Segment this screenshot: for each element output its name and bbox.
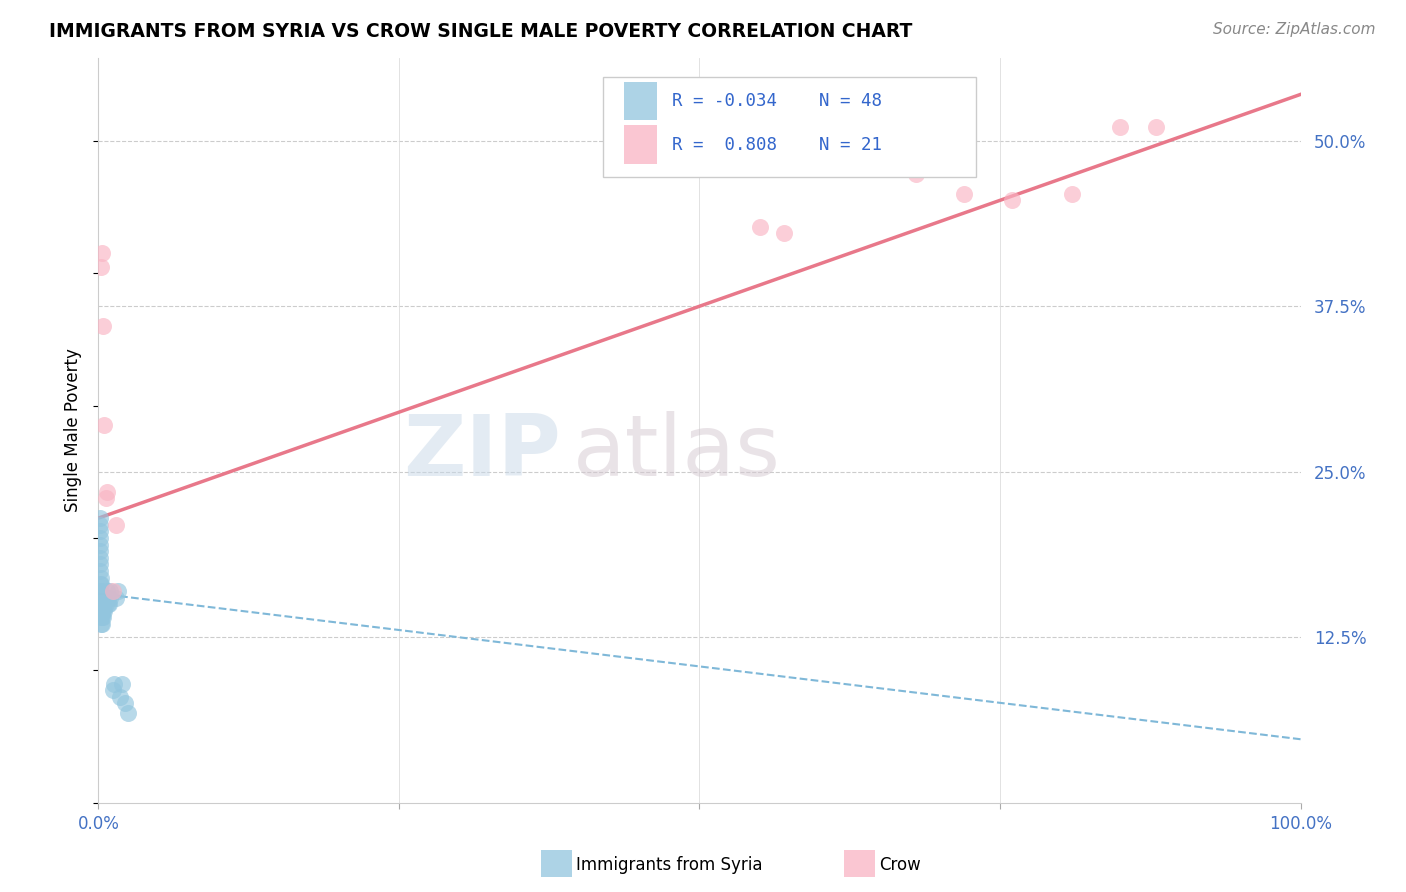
Point	[89, 524, 111, 539]
Point	[785, 120, 807, 135]
Point	[111, 676, 134, 690]
Point	[100, 591, 122, 605]
FancyBboxPatch shape	[624, 82, 658, 120]
Point	[761, 120, 783, 135]
Point	[1001, 194, 1024, 208]
Text: Immigrants from Syria: Immigrants from Syria	[576, 856, 763, 874]
Point	[1109, 120, 1132, 135]
Point	[96, 484, 118, 499]
Text: IMMIGRANTS FROM SYRIA VS CROW SINGLE MALE POVERTY CORRELATION CHART: IMMIGRANTS FROM SYRIA VS CROW SINGLE MAL…	[49, 22, 912, 41]
Point	[91, 597, 114, 611]
Point	[114, 697, 136, 711]
Point	[90, 583, 112, 598]
Point	[90, 577, 112, 591]
Point	[89, 517, 111, 532]
Point	[89, 564, 111, 578]
Point	[93, 591, 115, 605]
Point	[91, 604, 114, 618]
Point	[90, 260, 112, 274]
Point	[91, 604, 114, 618]
Point	[89, 544, 111, 558]
Point	[100, 583, 122, 598]
Y-axis label: Single Male Poverty: Single Male Poverty	[65, 349, 83, 512]
Point	[90, 571, 112, 585]
Point	[94, 597, 117, 611]
FancyBboxPatch shape	[603, 77, 976, 178]
Text: R = -0.034    N = 48: R = -0.034 N = 48	[672, 92, 882, 110]
Point	[1062, 186, 1084, 201]
Point	[91, 591, 114, 605]
Point	[93, 597, 115, 611]
Point	[89, 538, 111, 552]
Point	[89, 531, 111, 545]
Point	[91, 246, 114, 260]
Point	[97, 591, 120, 605]
Point	[89, 511, 111, 525]
Text: Crow: Crow	[879, 856, 921, 874]
Point	[98, 597, 121, 611]
Point	[91, 617, 114, 632]
Point	[101, 583, 124, 598]
Point	[748, 219, 770, 234]
Point	[94, 591, 117, 605]
Point	[96, 591, 118, 605]
Point	[96, 583, 118, 598]
Point	[772, 227, 794, 241]
Text: R =  0.808    N = 21: R = 0.808 N = 21	[672, 136, 882, 153]
Point	[90, 610, 112, 624]
Point	[91, 591, 114, 605]
Point	[1144, 120, 1167, 135]
FancyBboxPatch shape	[624, 126, 658, 164]
Point	[90, 597, 112, 611]
Point	[93, 604, 115, 618]
Point	[101, 683, 124, 698]
Point	[97, 597, 120, 611]
Point	[94, 491, 117, 506]
Point	[91, 597, 114, 611]
Point	[90, 617, 112, 632]
Point	[107, 583, 129, 598]
Point	[89, 558, 111, 572]
Text: Source: ZipAtlas.com: Source: ZipAtlas.com	[1212, 22, 1375, 37]
Point	[91, 610, 114, 624]
Point	[89, 583, 111, 598]
Point	[953, 186, 976, 201]
Point	[89, 550, 111, 565]
Point	[103, 676, 125, 690]
Point	[117, 706, 139, 720]
Point	[105, 517, 128, 532]
Text: ZIP: ZIP	[404, 411, 561, 494]
Point	[105, 591, 128, 605]
Point	[904, 167, 927, 181]
Point	[91, 319, 114, 334]
Text: atlas: atlas	[574, 411, 782, 494]
Point	[89, 577, 111, 591]
Point	[90, 591, 112, 605]
Point	[90, 604, 112, 618]
Point	[93, 418, 115, 433]
Point	[91, 610, 114, 624]
Point	[108, 690, 131, 704]
